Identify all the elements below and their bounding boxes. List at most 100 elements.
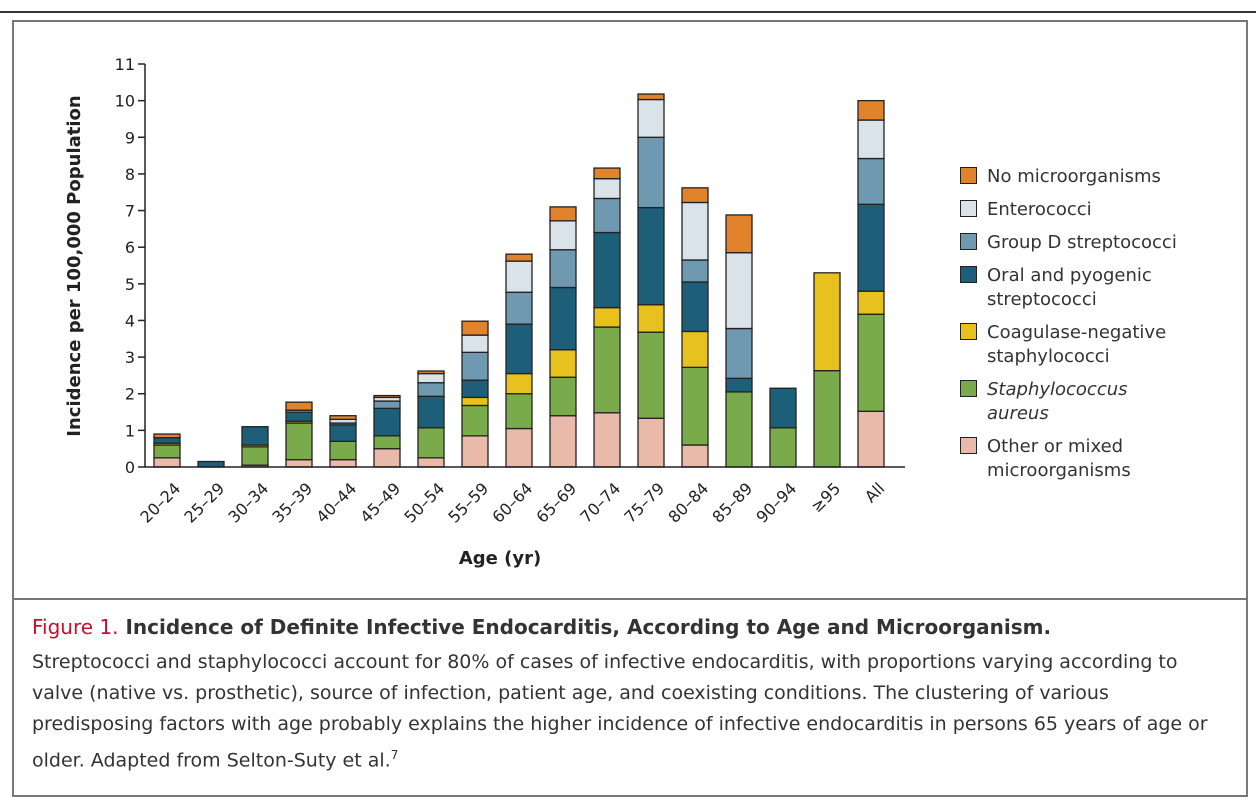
bar-segment xyxy=(417,382,445,397)
bar-segment xyxy=(593,326,621,414)
legend-swatch xyxy=(960,233,977,250)
bar-segment xyxy=(681,281,709,333)
bar-segment xyxy=(593,178,621,200)
x-tick-label: 25–29 xyxy=(180,479,228,527)
legend-entry: Enterococci xyxy=(960,198,1190,222)
bar-segment xyxy=(549,415,577,468)
x-tick-label: All xyxy=(861,479,888,506)
x-tick-label: ≥95 xyxy=(807,479,844,516)
bar-segment xyxy=(461,396,489,407)
legend-label: Staphylococcus aureus xyxy=(987,379,1128,424)
figure-title: Incidence of Definite Infective Endocard… xyxy=(125,615,1052,639)
x-tick-label: 90–94 xyxy=(752,479,800,527)
y-tick-label: 5 xyxy=(125,275,135,294)
divider xyxy=(14,598,1246,600)
bar-segment xyxy=(461,351,489,381)
bar-segment xyxy=(505,393,533,430)
reference: 7 xyxy=(390,748,399,762)
top-rule xyxy=(0,11,1256,13)
bar-segment xyxy=(857,410,885,468)
bar-segment xyxy=(593,167,621,180)
bar-segment xyxy=(637,136,665,209)
bar-segment xyxy=(637,93,665,101)
legend-label: Coagulase-negative staphylococci xyxy=(987,322,1167,367)
bar-segment xyxy=(417,372,445,384)
y-tick-label: 4 xyxy=(125,311,135,330)
x-tick-label: 50–54 xyxy=(400,479,448,527)
bar-segment xyxy=(637,98,665,138)
y-tick-label: 10 xyxy=(115,92,135,111)
bar-segment xyxy=(813,272,841,372)
legend-label: Oral and pyogenic streptococci xyxy=(987,265,1152,310)
x-tick-label: 70–74 xyxy=(576,479,624,527)
bar-segment xyxy=(637,206,665,306)
bar-segment xyxy=(681,187,709,204)
legend-swatch xyxy=(960,167,977,184)
bar-segment xyxy=(153,437,181,444)
legend-entry: Coagulase-negative staphylococci xyxy=(960,321,1190,369)
y-tick-label: 7 xyxy=(125,202,135,221)
legend-swatch xyxy=(960,266,977,283)
y-tick-label: 8 xyxy=(125,165,135,184)
x-tick-label: 40–44 xyxy=(312,479,360,527)
bar-segment xyxy=(681,444,709,468)
bar-segment xyxy=(241,446,269,466)
caption: Figure 1. Incidence of Definite Infectiv… xyxy=(32,612,1232,776)
bar-segment xyxy=(637,304,665,333)
bar-segment xyxy=(153,444,181,459)
bar-segment xyxy=(417,370,445,375)
bar-segment xyxy=(505,372,533,395)
bar-segment xyxy=(813,369,841,468)
bar-segment xyxy=(857,203,885,292)
bar-segment xyxy=(461,379,489,399)
chart: Incidence per 100,000 Population Age (yr… xyxy=(64,55,905,569)
bar-segment xyxy=(681,330,709,368)
y-tick-label: 6 xyxy=(125,238,135,257)
y-tick-label: 9 xyxy=(125,128,135,147)
caption-body: Streptococci and staphylococci account f… xyxy=(32,651,1208,772)
bar-segment xyxy=(329,459,357,468)
bar-segment xyxy=(681,366,709,446)
legend-entry: No microorganisms xyxy=(960,165,1190,189)
bar-segment xyxy=(461,404,489,437)
legend-entry: Group D streptococci xyxy=(960,231,1190,255)
y-tick-label: 11 xyxy=(115,55,135,74)
bar-segment xyxy=(725,214,753,254)
bar-segment xyxy=(637,417,665,468)
bar-segment xyxy=(593,197,621,234)
bar-segment xyxy=(725,252,753,330)
x-tick-label: 35–39 xyxy=(268,479,316,527)
x-axis-label: Age (yr) xyxy=(459,548,541,569)
bar-segment xyxy=(725,327,753,379)
bar-segment xyxy=(285,401,313,411)
legend-label: Group D streptococci xyxy=(987,232,1177,253)
bar-segment xyxy=(549,349,577,378)
y-tick-label: 0 xyxy=(125,458,135,477)
bar-segment xyxy=(329,440,357,461)
bar-segment xyxy=(505,323,533,375)
y-axis-label: Incidence per 100,000 Population xyxy=(64,95,85,436)
bar-segment xyxy=(461,334,489,353)
legend-swatch xyxy=(960,437,977,454)
bar-segment xyxy=(505,427,533,468)
bar-segment xyxy=(857,313,885,412)
bar-segment xyxy=(329,415,357,421)
bar-segment xyxy=(549,286,577,351)
x-tick-label: 85–89 xyxy=(708,479,756,527)
x-tick-label: 30–34 xyxy=(224,479,272,527)
bar-segment xyxy=(329,424,357,443)
caption-title: Figure 1. Incidence of Definite Infectiv… xyxy=(32,612,1232,643)
legend-swatch xyxy=(960,200,977,217)
bar-segment xyxy=(681,201,709,261)
bar-segment xyxy=(241,426,269,446)
bar-segment xyxy=(373,400,401,410)
legend-label: Enterococci xyxy=(987,199,1092,220)
y-tick-label: 3 xyxy=(125,348,135,367)
bar-segment xyxy=(417,395,445,429)
bar-segment xyxy=(373,435,401,450)
x-tick-label: 65–69 xyxy=(532,479,580,527)
legend-swatch xyxy=(960,323,977,340)
figure-label: Figure 1. xyxy=(32,615,119,639)
bar-segment xyxy=(285,422,313,461)
bar-segment xyxy=(769,427,797,468)
